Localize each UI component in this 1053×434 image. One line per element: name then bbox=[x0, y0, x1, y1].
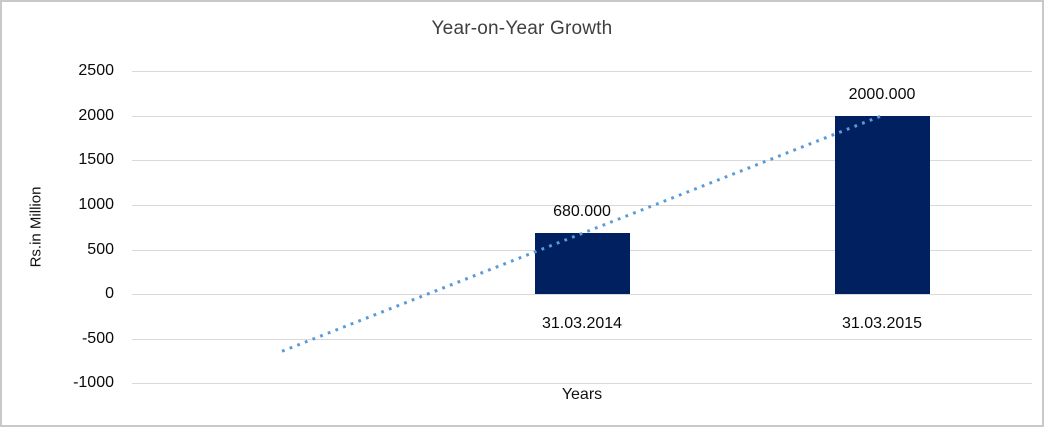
chart-title: Year-on-Year Growth bbox=[431, 18, 613, 39]
y-tick-label: 1000 bbox=[78, 195, 114, 213]
bar-value-label: 2000.000 bbox=[848, 85, 916, 103]
gridline bbox=[132, 71, 1032, 72]
gridline bbox=[132, 383, 1032, 385]
x-tick-label: 31.03.2015 bbox=[841, 315, 923, 333]
x-axis-title: Years bbox=[561, 386, 603, 403]
y-tick-label: 2500 bbox=[78, 62, 114, 79]
y-tick-label: 2000 bbox=[78, 106, 114, 124]
gridline bbox=[132, 338, 1032, 340]
gridline bbox=[132, 294, 1032, 296]
bar bbox=[834, 115, 930, 295]
bar bbox=[534, 233, 630, 295]
y-tick-label: 1500 bbox=[78, 151, 114, 169]
bar-value-label: 680.000 bbox=[553, 203, 611, 221]
x-tick-label: 31.03.2014 bbox=[541, 315, 623, 333]
y-tick-label: -500 bbox=[81, 329, 114, 347]
chart-frame: Year-on-Year Growth Rs.in Million 2500 20… bbox=[0, 0, 1044, 427]
y-tick-label: 500 bbox=[87, 240, 114, 258]
y-tick-label: 0 bbox=[105, 285, 114, 303]
y-tick-label: -1000 bbox=[73, 374, 114, 392]
